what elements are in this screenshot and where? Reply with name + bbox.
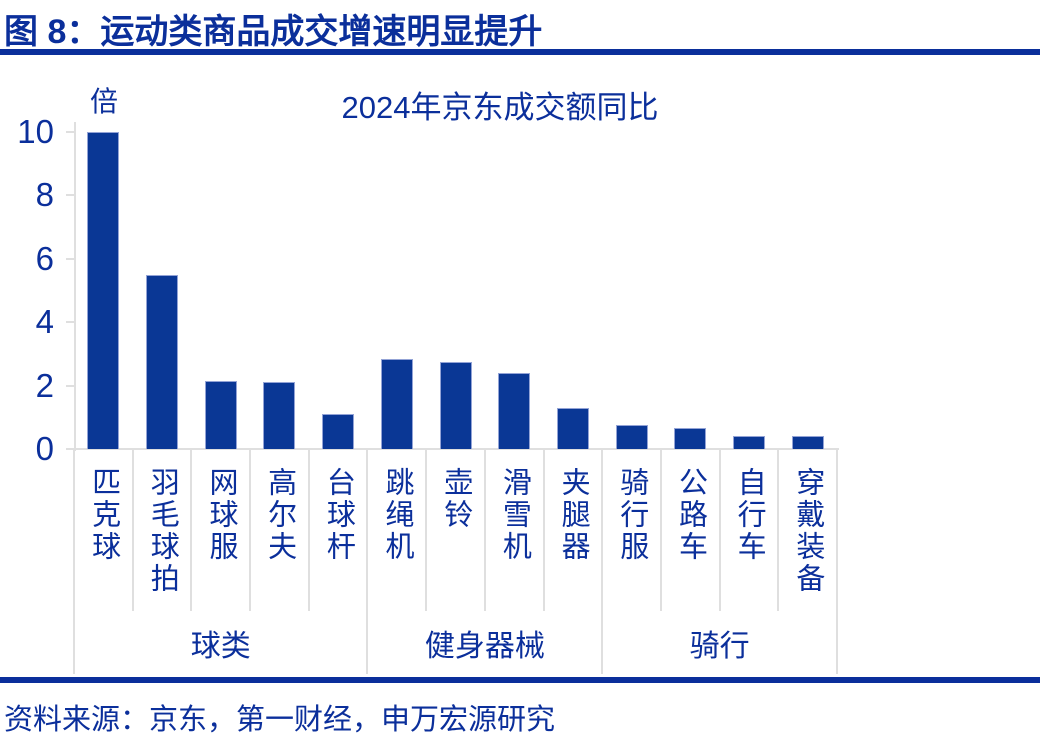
bar — [380, 359, 413, 449]
category-separator — [366, 449, 369, 611]
y-axis-tick-label: 2 — [35, 366, 54, 404]
bar — [204, 381, 237, 449]
group-separator — [73, 611, 75, 674]
category-separator — [659, 449, 662, 611]
x-axis-category-label: 网球服 — [191, 449, 250, 611]
x-axis-category-label-label: 公路车 — [674, 467, 707, 563]
category-separator — [601, 449, 604, 611]
x-axis-category-label: 滑雪机 — [485, 449, 544, 611]
y-axis-unit-label: 倍 — [90, 86, 119, 117]
y-axis-tick-label: 10 — [17, 113, 54, 150]
group-separator — [601, 611, 604, 674]
x-axis-category-label-label: 匹克球 — [87, 467, 120, 563]
bar — [615, 425, 648, 449]
category-separator — [249, 449, 252, 611]
x-axis-category-label: 羽毛球拍 — [133, 449, 192, 611]
x-axis-category-label-label: 台球杆 — [322, 467, 355, 563]
x-axis-category-label-label: 壶铃 — [439, 467, 472, 531]
bar — [791, 436, 824, 449]
x-axis-category-label: 公路车 — [661, 449, 720, 611]
x-axis-category-label: 骑行服 — [602, 449, 661, 611]
bar — [439, 362, 472, 449]
bar — [322, 414, 355, 449]
bar — [146, 275, 179, 449]
title-divider — [0, 49, 1040, 55]
group-separator — [836, 611, 838, 674]
x-axis-category-label: 穿戴装备 — [778, 449, 837, 611]
y-axis-tick-label: 0 — [35, 430, 54, 467]
category-separator — [131, 449, 134, 611]
x-axis-category-label-label: 跳绳机 — [381, 467, 414, 563]
x-axis-category-label-label: 滑雪机 — [498, 467, 531, 563]
y-axis-tick — [66, 194, 74, 197]
bar — [87, 132, 120, 449]
group-separator — [366, 611, 369, 674]
x-axis-category-label-label: 夹腿器 — [557, 467, 590, 563]
x-axis-category-label-label: 高尔夫 — [263, 467, 296, 563]
x-axis-category-label-label: 骑行服 — [615, 467, 648, 563]
y-axis-tick — [66, 131, 74, 133]
x-axis-category-label: 台球杆 — [309, 449, 368, 611]
x-axis-group-label: 球类 — [74, 611, 367, 674]
bar — [556, 408, 589, 449]
x-axis-group-label-label: 骑行 — [689, 629, 750, 663]
category-separator — [425, 449, 428, 611]
category-separator — [483, 449, 486, 611]
x-axis-category-label: 自行车 — [720, 449, 779, 611]
category-separator — [190, 449, 193, 611]
y-axis-tick — [66, 321, 74, 324]
bar — [498, 373, 531, 449]
bar — [732, 436, 765, 449]
x-axis-category-label: 夹腿器 — [544, 449, 603, 611]
category-separator — [307, 449, 310, 611]
x-axis-category-label: 高尔夫 — [250, 449, 309, 611]
y-axis-tick — [66, 257, 74, 260]
source-note: 资料来源：京东，第一财经，申万宏源研究 — [4, 704, 556, 736]
y-axis-tick-label: 8 — [35, 176, 54, 214]
x-axis-category-label: 匹克球 — [74, 449, 133, 611]
x-axis-group-label: 骑行 — [602, 611, 837, 674]
x-axis-category-label-label: 穿戴装备 — [791, 467, 824, 595]
figure-title: 图 8：运动类商品成交增速明显提升 — [4, 13, 543, 51]
x-axis-category-label: 跳绳机 — [367, 449, 426, 611]
x-axis-group-label-label: 健身器械 — [424, 629, 545, 663]
x-axis-line — [66, 448, 839, 450]
x-axis-category-label: 壶铃 — [426, 449, 485, 611]
category-separator — [718, 449, 721, 611]
footer-divider — [0, 677, 1040, 683]
x-axis-group-label: 健身器械 — [367, 611, 602, 674]
bar — [674, 428, 707, 449]
category-separator — [542, 449, 545, 611]
category-separator — [73, 449, 75, 611]
category-separator — [836, 449, 838, 611]
y-axis-tick-label: 4 — [35, 303, 54, 341]
x-axis-category-label-label: 羽毛球拍 — [146, 467, 179, 595]
chart-title: 2024年京东成交额同比 — [341, 90, 659, 125]
category-separator — [777, 449, 780, 611]
x-axis-category-label-label: 网球服 — [204, 467, 237, 563]
y-axis-tick-label: 6 — [35, 239, 54, 277]
bar — [263, 382, 296, 449]
x-axis-category-label-label: 自行车 — [733, 467, 766, 563]
y-axis-tick — [66, 384, 74, 387]
x-axis-group-label-label: 球类 — [190, 629, 251, 663]
y-axis-line — [74, 122, 76, 451]
